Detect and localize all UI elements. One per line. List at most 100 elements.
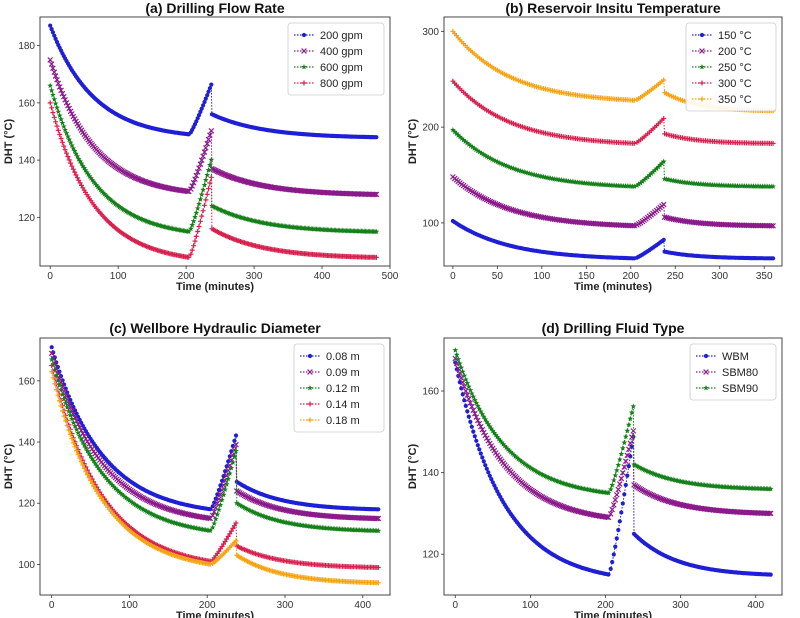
panel-a-series-2-point	[51, 96, 58, 102]
panel-d-series-2-point	[500, 441, 507, 447]
panel-c-series-2-point	[90, 458, 97, 464]
panel-d-legend-label: SBM90	[722, 383, 758, 395]
panel-a-series-3-point	[57, 132, 63, 137]
panel-a-series-2-point	[127, 210, 134, 217]
panel-c-series-3-point	[230, 525, 236, 531]
panel-a-series-2-point	[208, 156, 215, 163]
panel-c-series-0-point	[218, 483, 223, 488]
panel-a-series-3-point	[59, 139, 65, 145]
panel-b-xtick-label: 250	[667, 271, 684, 282]
panel-a-series-0-point	[202, 99, 207, 105]
panel-c-series-2-point	[134, 503, 141, 509]
panel-b-xtick-label: 50	[492, 271, 504, 282]
panel-b-series-2-point	[494, 158, 501, 165]
panel-b-series-2-point	[657, 162, 663, 168]
panel-d-series-0-point	[625, 473, 630, 478]
panel-c-series-4-point	[375, 580, 381, 586]
panel-c-series-2-point	[106, 478, 113, 485]
panel-b-xtick-label: 300	[711, 271, 728, 282]
panel-a-series-3-point	[68, 160, 74, 166]
panel-b-series-2-point	[482, 152, 488, 158]
panel-d-xtick-label: 100	[522, 600, 539, 611]
panel-a-series-2-point	[67, 139, 74, 146]
panel-a-series-3-point	[206, 186, 211, 192]
panel-c-legend-swatch-marker	[307, 401, 313, 407]
panel-a-series-3-point	[193, 233, 199, 239]
panel-b-series-2-point	[457, 133, 463, 140]
panel-a-series-2-point	[193, 209, 200, 216]
panel-b-series-3-point	[770, 140, 776, 146]
panel-a-series-2-point	[94, 183, 101, 190]
panel-c-series-2-point	[114, 486, 120, 493]
panel-a-series-3-point	[47, 100, 53, 106]
panel-d-series-1-point	[618, 475, 625, 482]
panel-a-series-2-point	[90, 178, 97, 185]
panel-a-series-3-point	[61, 143, 67, 149]
panel-c-series-1-point	[252, 498, 259, 504]
panel-b-series-2-point	[467, 142, 474, 149]
panel-c-series-2-point	[225, 475, 232, 482]
panel-c-series-4-point	[67, 431, 73, 437]
panel-c-xtick-label: 100	[121, 600, 138, 611]
panel-b-xlabel: Time (minutes)	[574, 281, 652, 293]
panel-a-series-0-point	[201, 103, 206, 108]
panel-d: (d) Drilling Fluid Type Time (minutes) D…	[407, 320, 783, 618]
panel-a-series-1-point	[48, 61, 55, 67]
panel-d-series-1-point	[612, 497, 619, 503]
panel-a-series-2-point	[70, 145, 77, 151]
panel-d-legend-label: WBM	[722, 351, 749, 363]
panel-a-series-2-point	[103, 192, 109, 198]
panel-d-series-0-point	[483, 463, 488, 468]
panel-d-series-2-point	[621, 439, 628, 446]
panel-d-series-2-point	[625, 421, 632, 428]
panel-c-series-1-point	[216, 496, 222, 502]
panel-c-series-1-point	[205, 515, 212, 522]
panel-a-series-1-point	[208, 127, 215, 134]
panel-d-legend-swatch-marker	[703, 369, 709, 375]
panel-a-series-1-point	[65, 102, 71, 109]
panel-d-series-1-point	[607, 511, 614, 517]
panel-a-xtick-label: 300	[246, 271, 263, 282]
panel-d-series-0-point	[475, 443, 480, 448]
panel-d-axes-frame	[443, 337, 783, 596]
panel-d-series-2-point	[465, 383, 472, 390]
panel-a-legend-label: 600 gpm	[320, 62, 363, 74]
panel-c-series-2-point	[126, 497, 133, 503]
panel-c-series-2-point	[111, 483, 117, 490]
panel-a-legend-swatch-marker	[301, 80, 307, 86]
panel-d-xtick-label: 0	[452, 600, 458, 611]
panel-a-series-2-point	[185, 228, 192, 235]
panel-a-series-3-point	[189, 247, 195, 253]
panel-c-series-2-point	[56, 382, 63, 388]
panel-c-axes-frame	[39, 337, 391, 596]
panel-a-series-2-point	[97, 186, 104, 193]
panel-a-series-2-point	[71, 148, 78, 154]
panel-c-series-0-point	[216, 487, 221, 493]
panel-c-series-2-point	[135, 503, 142, 510]
panel-d-series-1-point	[609, 506, 616, 513]
panel-b-series-0	[450, 218, 776, 261]
panel-d-series-0-point	[489, 477, 494, 482]
panel-d-series-2-point	[471, 396, 478, 403]
panel-c-series-1-point	[162, 505, 169, 511]
panel-d-legend-swatch-marker	[703, 353, 709, 359]
panel-c-series-2-point	[137, 504, 144, 511]
panel-a-xtick-label: 200	[178, 271, 195, 282]
panel-c-series-3-point	[228, 528, 234, 534]
panel-a-series-2-point	[116, 203, 123, 210]
panel-a-xtick-label: 100	[110, 271, 127, 282]
panel-c-series-2-point	[59, 391, 66, 397]
panel-d-series-2-point	[634, 463, 640, 469]
panel-d-series-2-point	[501, 443, 508, 449]
panel-d-series-1-point	[553, 500, 559, 507]
panel-d-series-1	[452, 355, 774, 521]
panel-a-series-3-point	[186, 254, 192, 260]
panel-d-series-2-point	[492, 432, 499, 438]
panel-c-ytick-label: 120	[18, 499, 35, 510]
panel-c-series-1-point	[217, 491, 224, 498]
panel-c-series-2-point	[86, 450, 92, 457]
panel-d-series-2-point	[477, 408, 484, 414]
panel-d-series-1-point	[554, 501, 561, 508]
panel-a-legend-label: 200 gpm	[320, 30, 363, 42]
